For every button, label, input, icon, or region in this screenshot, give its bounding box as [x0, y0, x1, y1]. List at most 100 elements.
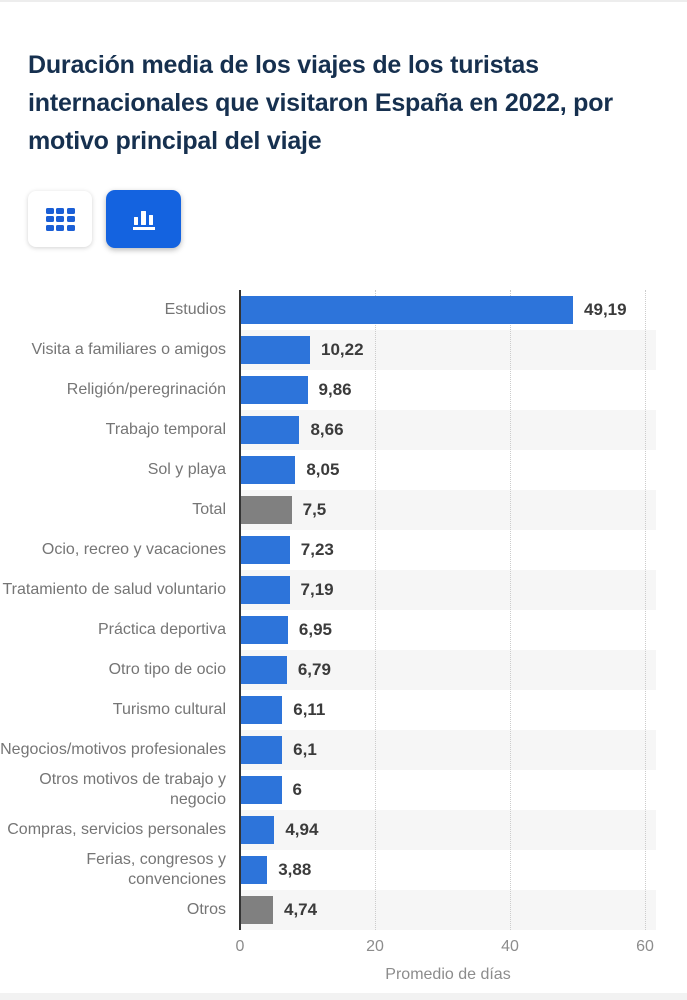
value-label: 6,79 — [297, 660, 331, 679]
chart-row: Sol y playa 8,05 — [0, 450, 687, 490]
bar[interactable] — [241, 696, 283, 724]
chart-row: Visita a familiares o amigos 10,22 — [0, 330, 687, 370]
value-label: 4,74 — [283, 900, 318, 919]
row-stripe — [240, 890, 656, 930]
category-label: Otros — [186, 901, 226, 918]
gridline — [645, 290, 646, 930]
value-label: 7,19 — [300, 580, 334, 599]
bar[interactable] — [241, 576, 290, 604]
category-label: Religión/peregrinación — [66, 381, 226, 398]
row-stripe — [240, 650, 656, 690]
bar[interactable] — [241, 656, 287, 684]
bar[interactable] — [241, 816, 275, 844]
row-stripe — [240, 410, 656, 450]
bar-chart: Estudios 49,19 Visita a familiares o amigo… — [0, 290, 687, 984]
gridline — [375, 290, 376, 930]
value-label: 49,19 — [584, 300, 627, 319]
category-label: Ferias, congresos y convenciones — [86, 851, 226, 888]
bar[interactable] — [241, 296, 574, 324]
value-label: 10,22 — [320, 340, 364, 359]
row-plot: 10,22 — [240, 330, 656, 370]
category-label: Otro tipo de ocio — [108, 661, 226, 678]
category-label: Tratamiento de salud voluntario — [2, 581, 226, 598]
y-axis-line — [239, 290, 241, 930]
row-plot: 6,11 — [240, 690, 656, 730]
view-toggle — [28, 190, 687, 248]
row-stripe — [240, 730, 656, 770]
bar[interactable] — [241, 776, 282, 804]
category-label: Turismo cultural — [112, 701, 226, 718]
category-label: Trabajo temporal — [105, 421, 226, 438]
chart-row: Tratamiento de salud voluntario 7,19 — [0, 570, 687, 610]
chart-row: Religión/peregrinación 9,86 — [0, 370, 687, 410]
bar[interactable] — [241, 336, 310, 364]
bar-chart-icon — [132, 209, 156, 230]
row-plot: 6,79 — [240, 650, 656, 690]
value-label: 7,5 — [302, 500, 327, 519]
row-plot: 3,88 — [240, 850, 656, 890]
value-label: 9,86 — [318, 380, 352, 399]
row-plot: 6,1 — [240, 730, 656, 770]
category-label: Ocio, recreo y vacaciones — [41, 541, 226, 558]
chart-view-button[interactable] — [106, 190, 181, 248]
x-tick: 60 — [636, 938, 654, 955]
row-plot: 9,86 — [240, 370, 656, 410]
chart-row: Ocio, recreo y vacaciones 7,23 — [0, 530, 687, 570]
x-axis-ticks: 0 20 40 60 — [236, 930, 656, 958]
chart-row: Ferias, congresos y convenciones 3,88 — [0, 850, 687, 890]
bar[interactable] — [241, 416, 300, 444]
row-plot: 4,74 — [240, 890, 656, 930]
category-label: Negocios/motivos profesionales — [0, 741, 226, 758]
category-label: Estudios — [164, 301, 226, 318]
chart-row: Trabajo temporal 8,66 — [0, 410, 687, 450]
row-plot: 8,66 — [240, 410, 656, 450]
row-plot: 49,19 — [240, 290, 656, 330]
chart-row: Total 7,5 — [0, 490, 687, 530]
chart-row: Otro tipo de ocio 6,79 — [0, 650, 687, 690]
value-label: 6,95 — [298, 620, 332, 639]
table-view-button[interactable] — [28, 191, 92, 247]
bar[interactable] — [241, 456, 296, 484]
category-label: Práctica deportiva — [97, 621, 226, 638]
bar[interactable] — [241, 536, 290, 564]
row-stripe — [240, 810, 656, 850]
chart-row: Negocios/motivos profesionales 6,1 — [0, 730, 687, 770]
page-title: Duración media de los viajes de los turi… — [28, 51, 613, 155]
value-label: 8,05 — [306, 460, 340, 479]
row-plot: 6,95 — [240, 610, 656, 650]
row-plot: 4,94 — [240, 810, 656, 850]
row-plot: 7,5 — [240, 490, 656, 530]
bar[interactable] — [241, 616, 288, 644]
chart-row: Compras, servicios personales 4,94 — [0, 810, 687, 850]
row-plot: 8,05 — [240, 450, 656, 490]
value-label: 3,88 — [278, 860, 312, 879]
x-tick: 0 — [235, 938, 245, 955]
row-plot: 7,23 — [240, 530, 656, 570]
value-label: 8,66 — [310, 420, 344, 439]
category-label: Compras, servicios personales — [7, 821, 226, 838]
row-stripe — [240, 570, 656, 610]
gridline — [510, 290, 511, 930]
value-label: 6,11 — [293, 700, 326, 719]
bar[interactable] — [241, 376, 308, 404]
chart-row: Turismo cultural 6,11 — [0, 690, 687, 730]
chart-row: Práctica deportiva 6,95 — [0, 610, 687, 650]
x-axis-title: Promedio de días — [385, 966, 511, 983]
chart-row: Otros motivos de trabajo y negocio 6 — [0, 770, 687, 810]
bar[interactable] — [241, 496, 292, 524]
bar[interactable] — [241, 896, 273, 924]
category-label: Visita a familiares o amigos — [31, 341, 226, 358]
category-label: Otros motivos de trabajo y negocio — [39, 771, 226, 808]
chart-row: Estudios 49,19 — [0, 290, 687, 330]
value-label: 7,23 — [300, 540, 334, 559]
category-label: Sol y playa — [147, 461, 226, 478]
row-plot: 7,19 — [240, 570, 656, 610]
table-grid-icon — [45, 207, 75, 231]
chart-row: Otros 4,74 — [0, 890, 687, 930]
x-tick: 20 — [366, 938, 384, 955]
value-label: 6 — [292, 780, 302, 799]
top-divider — [0, 0, 687, 2]
value-label: 4,94 — [285, 820, 319, 839]
bar[interactable] — [241, 736, 283, 764]
bar[interactable] — [241, 856, 268, 884]
